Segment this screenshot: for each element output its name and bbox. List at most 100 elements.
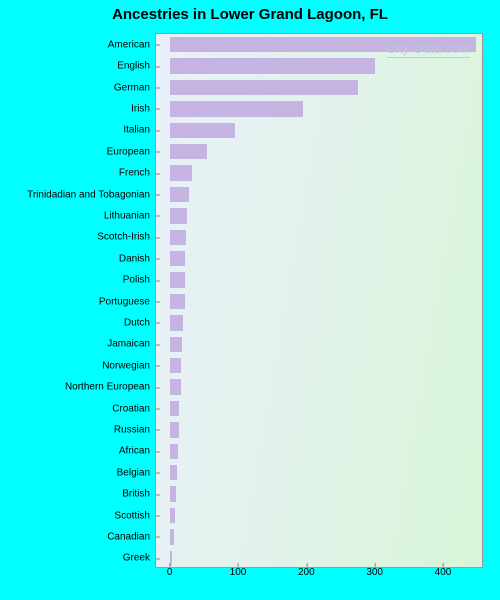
y-tick-label: Polish bbox=[123, 275, 156, 286]
bar bbox=[170, 80, 358, 95]
bar bbox=[170, 187, 189, 202]
y-ticks: American English German Irish Italian Europea… bbox=[1, 34, 156, 567]
y-tick: Northern European bbox=[1, 382, 156, 393]
y-tick: Dutch bbox=[1, 317, 156, 328]
y-tick: Croatian bbox=[1, 403, 156, 414]
y-tick-mark bbox=[156, 430, 160, 431]
y-tick-label: Russian bbox=[114, 424, 156, 435]
plot-area: AmericanEnglishGermanIrishItalianEuropea… bbox=[155, 33, 483, 568]
bar bbox=[170, 315, 184, 330]
y-tick-mark bbox=[156, 323, 160, 324]
bar bbox=[170, 379, 181, 394]
bar bbox=[170, 144, 208, 159]
x-tick-mark bbox=[170, 563, 171, 567]
bar bbox=[170, 208, 187, 223]
y-tick-mark bbox=[156, 451, 160, 452]
y-tick-label: English bbox=[117, 61, 156, 72]
bar bbox=[170, 294, 185, 309]
y-tick: Scottish bbox=[1, 510, 156, 521]
bar bbox=[170, 123, 235, 138]
y-tick-label: German bbox=[114, 82, 156, 93]
y-tick: German bbox=[1, 82, 156, 93]
watermark: City-Data.com bbox=[387, 42, 470, 56]
y-tick-mark bbox=[156, 237, 160, 238]
y-tick: African bbox=[1, 446, 156, 457]
y-tick: Polish bbox=[1, 275, 156, 286]
y-tick-label: Canadian bbox=[107, 531, 156, 542]
x-tick-mark bbox=[306, 563, 307, 567]
y-tick: Norwegian bbox=[1, 360, 156, 371]
y-tick-mark bbox=[156, 259, 160, 260]
y-tick: Trinidadian and Tobagonian bbox=[1, 189, 156, 200]
x-tick: 300 bbox=[366, 567, 383, 578]
x-tick-label: 0 bbox=[167, 567, 173, 578]
x-tick-mark bbox=[443, 563, 444, 567]
bar bbox=[170, 251, 185, 266]
bar bbox=[170, 101, 303, 116]
y-tick-label: Italian bbox=[123, 125, 156, 136]
y-tick: European bbox=[1, 146, 156, 157]
bar bbox=[170, 508, 175, 523]
y-tick-mark bbox=[156, 302, 160, 303]
y-tick-mark bbox=[156, 88, 160, 89]
y-tick: English bbox=[1, 61, 156, 72]
y-tick-mark bbox=[156, 66, 160, 67]
bar bbox=[170, 337, 182, 352]
chart-title: Ancestries in Lower Grand Lagoon, FL bbox=[0, 6, 500, 23]
y-tick-label: Jamaican bbox=[107, 339, 156, 350]
x-tick-mark bbox=[375, 563, 376, 567]
y-tick: British bbox=[1, 489, 156, 500]
y-tick-mark bbox=[156, 366, 160, 367]
y-tick: Greek bbox=[1, 553, 156, 564]
watermark-underline bbox=[387, 57, 470, 58]
y-tick-mark bbox=[156, 45, 160, 46]
y-tick-label: Trinidadian and Tobagonian bbox=[27, 189, 156, 200]
y-tick-mark bbox=[156, 195, 160, 196]
y-tick-mark bbox=[156, 130, 160, 131]
bars-layer bbox=[156, 34, 482, 567]
y-tick-label: Lithuanian bbox=[104, 210, 156, 221]
y-tick-mark bbox=[156, 216, 160, 217]
y-tick: Portuguese bbox=[1, 296, 156, 307]
y-tick-mark bbox=[156, 152, 160, 153]
y-tick-label: American bbox=[108, 39, 156, 50]
y-tick-mark bbox=[156, 173, 160, 174]
y-tick: Danish bbox=[1, 253, 156, 264]
bar bbox=[170, 465, 178, 480]
y-tick: Scotch-Irish bbox=[1, 232, 156, 243]
chart-outer: Ancestries in Lower Grand Lagoon, FL Ame… bbox=[0, 0, 500, 600]
y-tick-mark bbox=[156, 409, 160, 410]
bar bbox=[170, 165, 192, 180]
y-tick: Irish bbox=[1, 103, 156, 114]
x-ticks: 0 100 200 300 400 bbox=[156, 567, 482, 585]
y-tick-label: Scottish bbox=[114, 510, 156, 521]
y-tick: American bbox=[1, 39, 156, 50]
bar bbox=[170, 230, 186, 245]
y-tick: Jamaican bbox=[1, 339, 156, 350]
bar bbox=[170, 401, 180, 416]
x-tick: 400 bbox=[435, 567, 452, 578]
y-tick-label: Portuguese bbox=[99, 296, 156, 307]
x-tick: 200 bbox=[298, 567, 315, 578]
bar bbox=[170, 422, 179, 437]
x-tick-mark bbox=[238, 563, 239, 567]
bar bbox=[170, 444, 178, 459]
y-tick-mark bbox=[156, 516, 160, 517]
x-tick-label: 100 bbox=[230, 567, 247, 578]
bar bbox=[170, 272, 185, 287]
x-tick-label: 300 bbox=[366, 567, 383, 578]
x-tick: 100 bbox=[230, 567, 247, 578]
bar bbox=[170, 486, 176, 501]
x-tick-label: 200 bbox=[298, 567, 315, 578]
y-tick-mark bbox=[156, 558, 160, 559]
y-tick: French bbox=[1, 168, 156, 179]
y-tick-mark bbox=[156, 494, 160, 495]
y-tick-mark bbox=[156, 109, 160, 110]
y-tick-label: Dutch bbox=[124, 317, 156, 328]
y-tick: Canadian bbox=[1, 531, 156, 542]
y-tick-label: Danish bbox=[119, 253, 156, 264]
y-tick: Belgian bbox=[1, 467, 156, 478]
y-tick-label: British bbox=[122, 489, 156, 500]
y-tick-label: Northern European bbox=[65, 382, 156, 393]
y-tick-mark bbox=[156, 473, 160, 474]
